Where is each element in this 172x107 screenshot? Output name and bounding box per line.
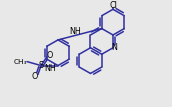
Text: S: S <box>38 61 44 70</box>
Text: NH: NH <box>45 64 56 73</box>
Text: N: N <box>111 43 117 52</box>
Text: NH: NH <box>69 27 81 36</box>
Text: Cl: Cl <box>109 1 117 10</box>
Text: CH₃: CH₃ <box>13 59 27 65</box>
Text: O: O <box>47 51 53 60</box>
Text: O: O <box>32 72 38 81</box>
